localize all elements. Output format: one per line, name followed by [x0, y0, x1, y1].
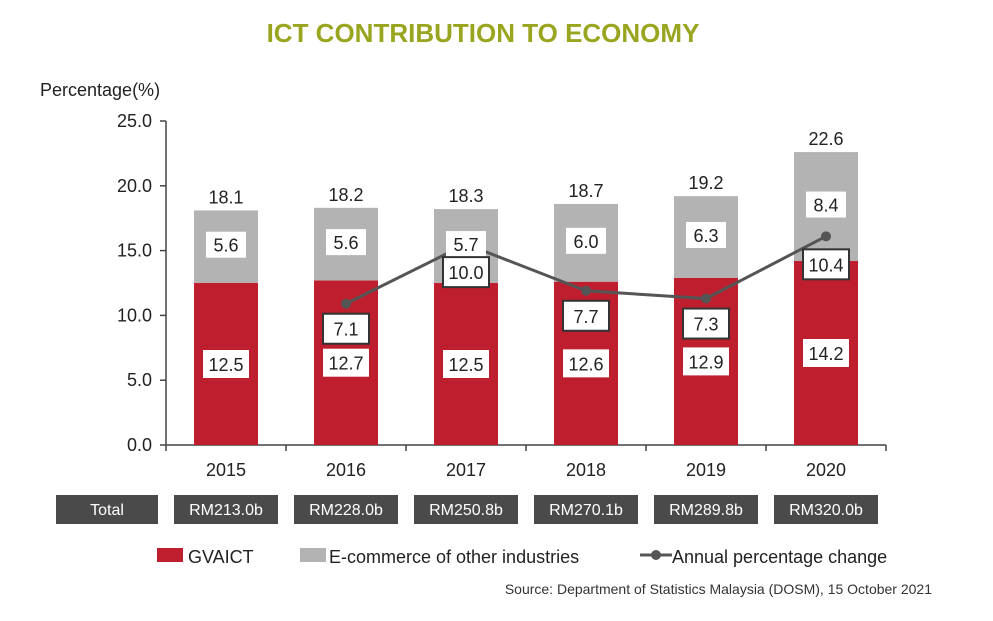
x-tick-label: 2015 — [206, 460, 246, 480]
total-row-cell — [534, 495, 638, 524]
gvaict-value-label-box — [203, 350, 249, 378]
total-percent-label: 18.2 — [328, 185, 363, 205]
data-labels: 12.5 5.6 18.1 12.7 5.6 18.2 7.1 12.5 5.7 18.3 10.0… — [203, 129, 850, 378]
gvaict-value-label: 12.9 — [688, 352, 723, 372]
total-row-header: Total — [90, 502, 124, 519]
annual-change-label: 7.1 — [333, 320, 358, 340]
line-point — [821, 231, 831, 242]
annual-change-label-box — [442, 256, 490, 289]
annual-change-label: 10.0 — [448, 263, 483, 283]
ecommerce-value-label: 5.7 — [453, 235, 478, 255]
total-row-value: RM270.1b — [549, 502, 623, 519]
annual-change-label-box — [562, 299, 610, 332]
gvaict-value-label: 12.7 — [328, 354, 363, 374]
total-row-cell — [414, 495, 518, 524]
gvaict-value-label-box — [563, 349, 609, 378]
y-tick-label: 5.0 — [127, 370, 152, 390]
total-percent-label: 22.6 — [808, 129, 843, 149]
chart-title: ICT CONTRIBUTION TO ECONOMY — [267, 18, 700, 48]
gvaict-value-label-box — [443, 350, 489, 378]
line-point — [701, 293, 711, 304]
ecommerce-value-label: 8.4 — [813, 196, 838, 216]
y-tick-label: 20.0 — [117, 176, 152, 196]
ecommerce-value-label: 6.0 — [573, 232, 598, 252]
annual-change-label-box — [802, 248, 850, 281]
y-tick-label: 15.0 — [117, 241, 152, 261]
gvaict-value-label: 12.5 — [448, 355, 483, 375]
total-row-value: RM228.0b — [309, 502, 383, 519]
legend-label-ecommerce: E-commerce of other industries — [329, 547, 579, 567]
ecommerce-value-label-box — [206, 231, 246, 258]
legend-label-annual-change: Annual percentage change — [672, 547, 887, 567]
annual-change-label: 10.4 — [808, 255, 843, 275]
total-row-value: RM320.0b — [789, 502, 863, 519]
legend-swatch-gvaict — [157, 548, 183, 562]
gvaict-value-label: 12.6 — [568, 354, 603, 374]
total-percent-label: 19.2 — [688, 173, 723, 193]
total-row-value: RM213.0b — [189, 502, 263, 519]
x-tick-label: 2017 — [446, 460, 486, 480]
ecommerce-value-label: 5.6 — [333, 233, 358, 253]
gvaict-value-label-box — [683, 347, 729, 376]
line-point — [581, 285, 591, 296]
annual-change-label: 7.7 — [573, 307, 598, 327]
total-percent-label: 18.7 — [568, 181, 603, 201]
gvaict-value-label-box — [803, 338, 849, 367]
legend: GVAICT E-commerce of other industries Annu… — [157, 547, 887, 567]
line-point — [341, 298, 351, 309]
total-percent-label: 18.3 — [448, 186, 483, 206]
total-row-cell — [294, 495, 398, 524]
total-row-value: RM250.8b — [429, 502, 503, 519]
ecommerce-value-label-box — [326, 229, 366, 256]
gvaict-value-label-box — [323, 348, 369, 377]
total-row: Total RM213.0b RM228.0b RM250.8b RM270.1b RM2… — [56, 495, 878, 524]
total-row-cell — [174, 495, 278, 524]
ecommerce-value-label: 5.6 — [213, 236, 238, 256]
annual-change-label: 7.3 — [693, 315, 718, 335]
annual-change-label-box — [322, 312, 370, 345]
y-tick-label: 25.0 — [117, 111, 152, 131]
y-axis-label: Percentage(%) — [40, 80, 160, 100]
ecommerce-value-label-box — [686, 221, 726, 248]
ecommerce-value-label: 6.3 — [693, 226, 718, 246]
x-tick-label: 2019 — [686, 460, 726, 480]
y-tick-label: 0.0 — [127, 435, 152, 455]
total-row-header-cell — [56, 495, 158, 524]
total-percent-label: 18.1 — [208, 187, 243, 207]
legend-line-marker — [651, 550, 661, 560]
total-row-cell — [774, 495, 878, 524]
ecommerce-value-label-box — [446, 231, 486, 258]
annual-change-label-box — [682, 307, 730, 340]
axes: 0.0 5.0 10.0 15.0 20.0 25.0 2015 2016 2017 2018 20… — [117, 111, 887, 480]
x-tick-label: 2018 — [566, 460, 606, 480]
gvaict-value-label: 12.5 — [208, 355, 243, 375]
total-row-value: RM289.8b — [669, 502, 743, 519]
bars — [194, 152, 858, 445]
source-note: Source: Department of Statistics Malaysi… — [505, 581, 932, 597]
x-tick-label: 2020 — [806, 460, 846, 480]
legend-swatch-ecommerce — [300, 548, 326, 562]
gvaict-value-label: 14.2 — [808, 344, 843, 364]
ecommerce-value-label-box — [806, 191, 846, 218]
total-row-cell — [654, 495, 758, 524]
legend-label-gvaict: GVAICT — [188, 547, 254, 567]
ecommerce-value-label-box — [566, 227, 606, 254]
y-tick-label: 10.0 — [117, 305, 152, 325]
x-tick-label: 2016 — [326, 460, 366, 480]
